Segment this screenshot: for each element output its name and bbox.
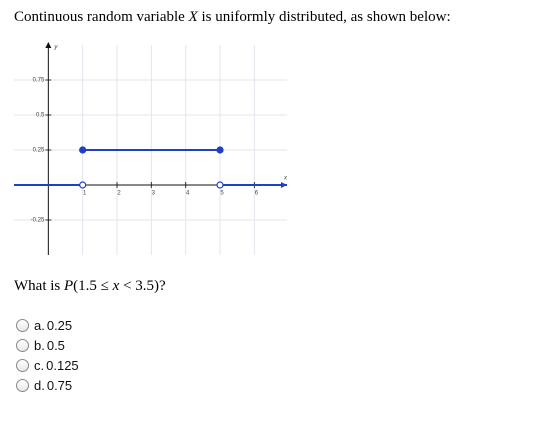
point (216, 181, 224, 189)
text: What is (14, 278, 64, 294)
x-tick-label: 1 (83, 191, 87, 197)
variable: X (188, 9, 198, 25)
math: x (112, 278, 120, 294)
intro: Continuous random variable X is uniforml… (14, 9, 451, 26)
option-text: 0.5 (46, 338, 65, 353)
chart: 1 2 3 4 5 6 -0.25 0.25 0.5 0.75 y x (14, 42, 288, 255)
y-arrow (45, 42, 52, 48)
option[interactable]: b. 0.5 (16, 338, 65, 353)
option[interactable]: a. 0.25 (16, 318, 72, 333)
x-tick-label: 5 (220, 191, 224, 197)
text: Continuous random variable (14, 9, 189, 25)
y-tick-label: 0.25 (33, 148, 45, 154)
math: P (64, 278, 74, 294)
text: is uniformly distributed, as shown below… (197, 9, 451, 25)
point (79, 181, 87, 189)
option[interactable]: c. 0.125 (16, 358, 79, 373)
y-tick-label: -0.25 (31, 218, 45, 224)
x-tick-label: 2 (117, 191, 121, 197)
radio-button[interactable] (16, 319, 29, 332)
option-text: 0.25 (46, 318, 73, 333)
option[interactable]: d. 0.75 (16, 378, 72, 393)
option-letter: d. (34, 378, 45, 393)
option-letter: b. (34, 338, 45, 353)
y-tick-label: 0.5 (36, 113, 45, 119)
question: What is P(1.5 ≤ x < 3.5)? (14, 278, 166, 295)
y-axis-label: y (53, 45, 58, 51)
option-letter: c. (34, 358, 45, 373)
math: < 3.5)? (119, 278, 166, 294)
x-axis-label: x (283, 176, 288, 182)
x-tick-label: 6 (255, 191, 259, 197)
point (216, 146, 224, 154)
radio-button[interactable] (16, 379, 29, 392)
math: (1.5 ≤ (73, 278, 113, 294)
option-text: 0.125 (46, 358, 79, 373)
option-text: 0.75 (46, 378, 73, 393)
y-tick-label: 0.75 (33, 78, 45, 84)
x-tick-label: 3 (152, 191, 156, 197)
radio-button[interactable] (16, 339, 29, 352)
x-tick-label: 4 (186, 191, 190, 197)
x-arrow (281, 182, 287, 188)
radio-button[interactable] (16, 359, 29, 372)
point (79, 146, 87, 154)
option-letter: a. (34, 318, 45, 333)
